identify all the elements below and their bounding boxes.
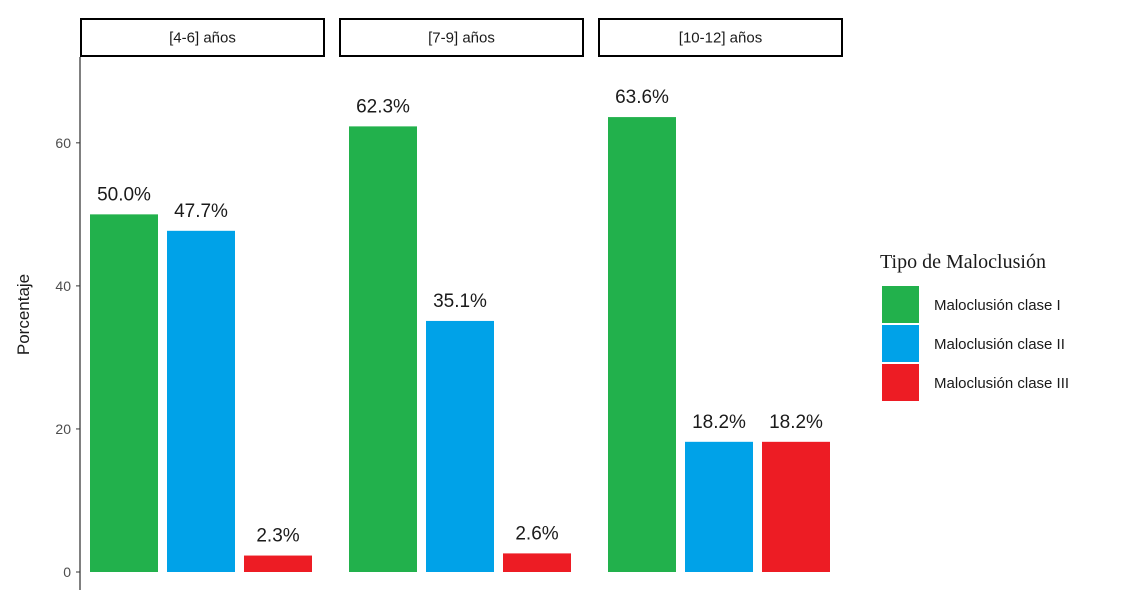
bar — [426, 320, 494, 572]
facet-strip-label: [10-12] años — [679, 30, 762, 47]
bar — [685, 441, 753, 572]
legend-key — [882, 364, 919, 401]
facet-panel: [7-9] años 62.3% 35.1% 2.6% — [339, 18, 584, 572]
legend-entry-label: Maloclusión clase I — [934, 297, 1061, 314]
y-tick-label: 0 — [63, 564, 71, 580]
y-axis-title: Porcentaje — [14, 274, 33, 355]
bar-value-label: 50.0% — [97, 184, 151, 205]
facet-panel: [10-12] años 63.6% 18.2% 18.2% — [598, 18, 843, 572]
facet-strip — [80, 18, 325, 57]
bar — [90, 214, 158, 572]
legend-entry-label: Maloclusión clase II — [934, 336, 1065, 353]
facet-strip-label: [4-6] años — [169, 30, 236, 47]
facet-strip — [598, 18, 843, 57]
bar-value-label: 2.6% — [515, 523, 558, 544]
y-axis: 0 20 40 60 Porcentaje — [14, 57, 81, 590]
bar — [244, 555, 312, 572]
bar — [349, 126, 417, 572]
bar — [762, 441, 830, 572]
bar — [167, 230, 235, 572]
facet-strip-label: [7-9] años — [428, 30, 495, 47]
legend-key — [882, 325, 919, 362]
legend-key — [882, 286, 919, 323]
bar-value-label: 35.1% — [433, 291, 487, 312]
y-tick-label: 20 — [55, 421, 71, 437]
bar-value-label: 18.2% — [692, 412, 746, 433]
legend-entry-label: Maloclusión clase III — [934, 375, 1069, 392]
bar-value-label: 47.7% — [174, 201, 228, 222]
bar — [503, 553, 571, 572]
bar — [608, 117, 676, 572]
bar-value-label: 62.3% — [356, 96, 410, 117]
bar-value-label: 18.2% — [769, 412, 823, 433]
y-tick-label: 60 — [55, 135, 71, 151]
facet-strip — [339, 18, 584, 57]
y-tick-label: 40 — [55, 278, 71, 294]
bar-value-label: 2.3% — [256, 526, 299, 547]
legend: Tipo de Maloclusión Maloclusión clase I Ma… — [880, 251, 1069, 401]
facet-panel: [4-6] años 50.0% 47.7% 2.3% — [80, 18, 325, 572]
facet-panels: [4-6] años 50.0% 47.7% 2.3% [7-9] años 62.3% 3… — [80, 18, 843, 572]
legend-title: Tipo de Maloclusión — [880, 251, 1046, 273]
bar-value-label: 63.6% — [615, 87, 669, 108]
